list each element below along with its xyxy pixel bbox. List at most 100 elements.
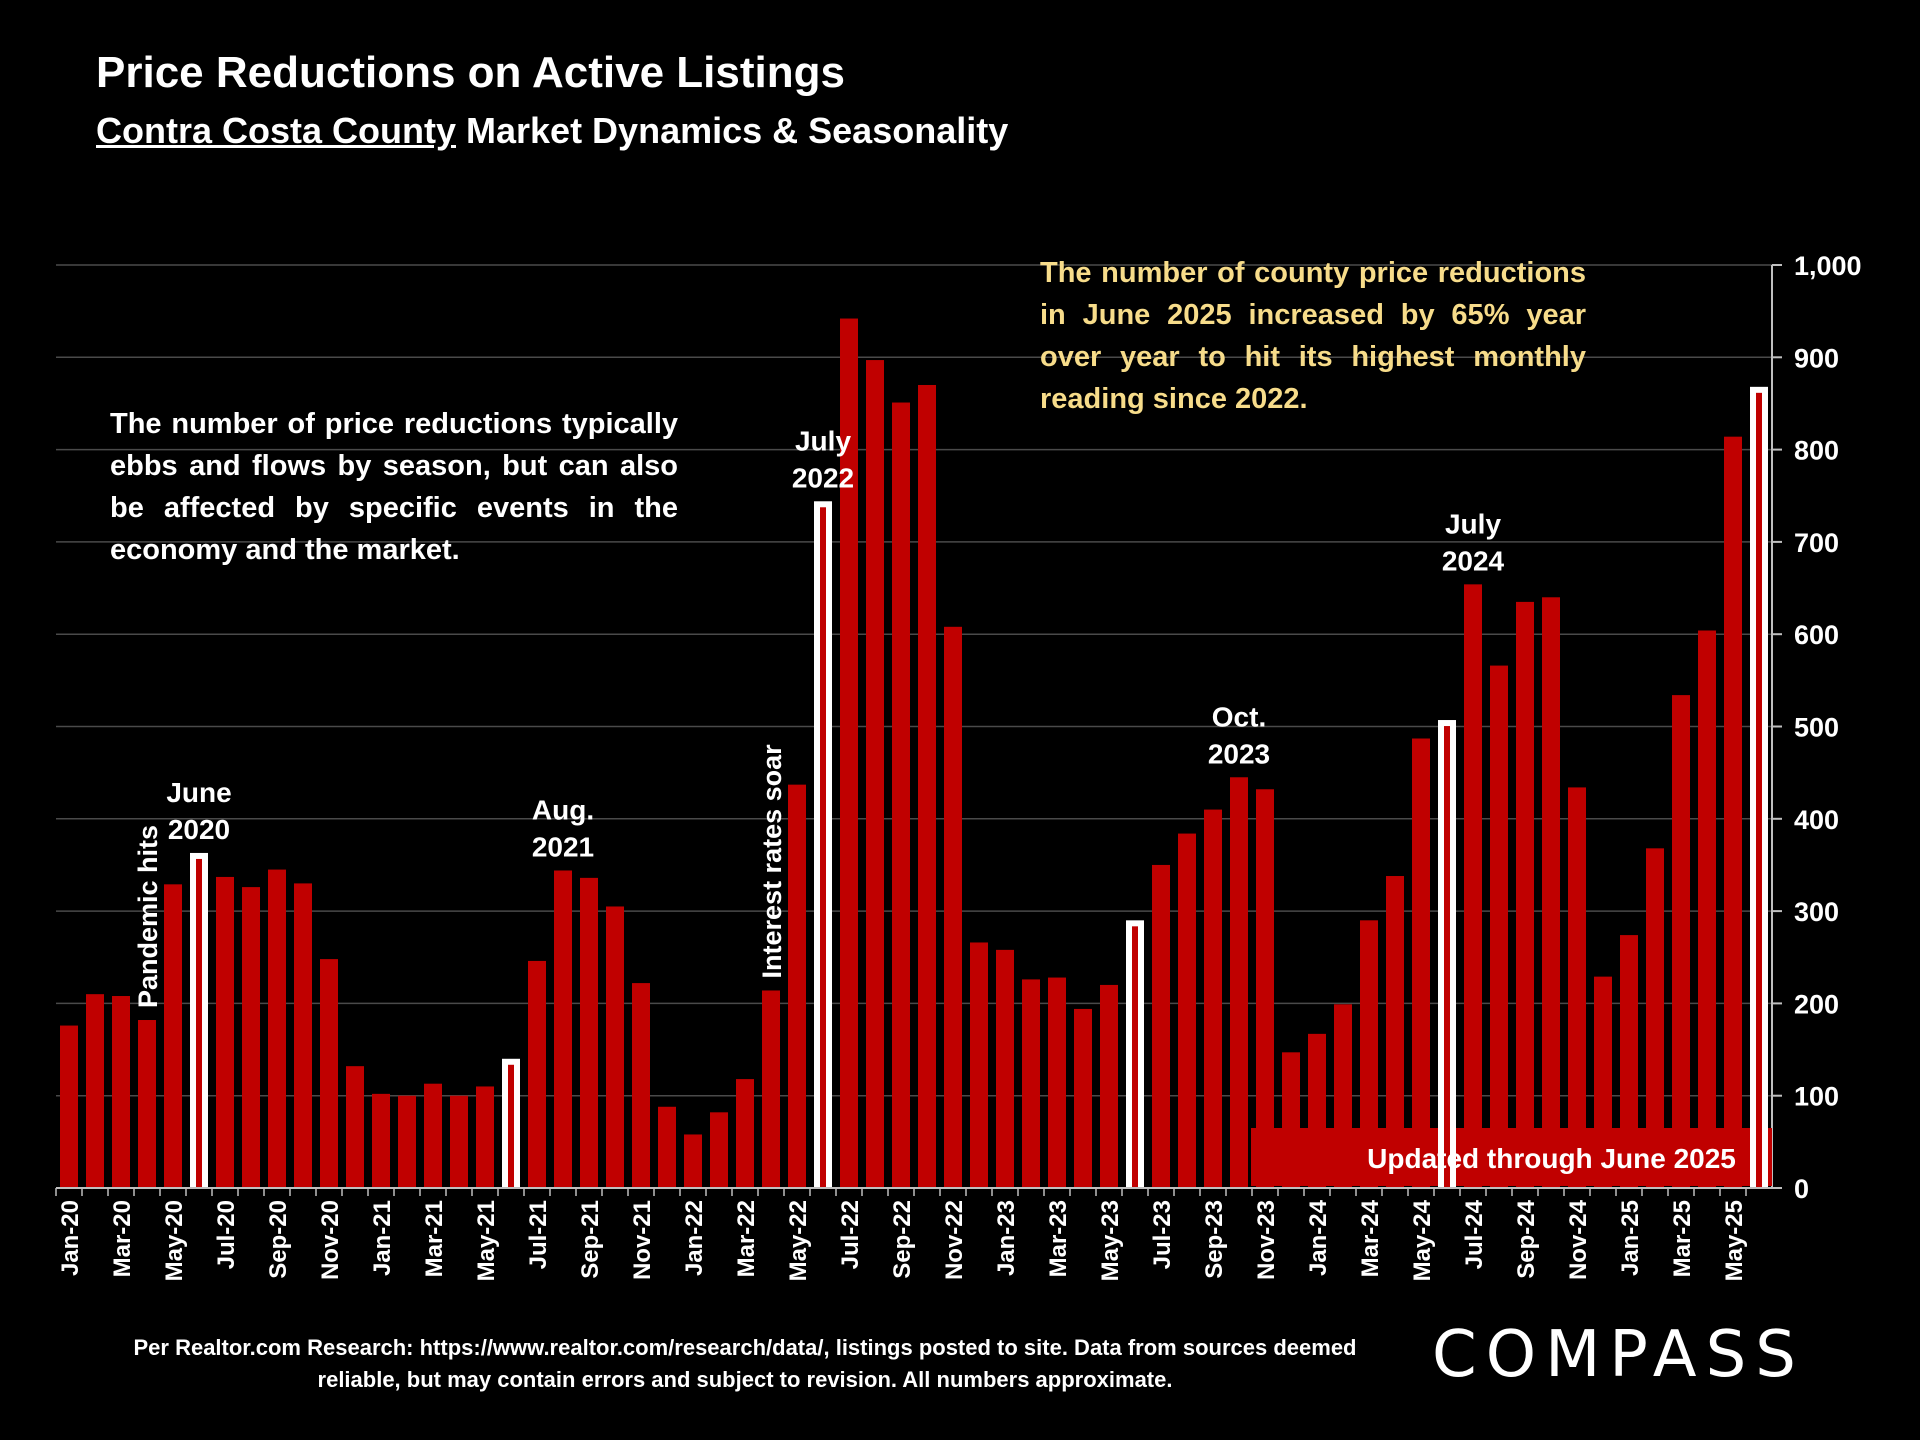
bar [1178,833,1196,1188]
highlight-bar-inner [820,507,826,1189]
update-banner-label: Updated through June 2025 [1367,1143,1736,1174]
period-annotation-line1: Oct. [1212,701,1266,732]
source-footnote: Per Realtor.com Research: https://www.re… [133,1335,1357,1392]
highlight-bar-inner [196,858,202,1188]
period-annotation-line2: 2021 [532,831,594,862]
bar [294,883,312,1188]
bar [138,1020,156,1188]
bar [1334,1004,1352,1188]
x-tick-label: Nov-21 [629,1200,656,1280]
y-tick-label: 200 [1794,989,1839,1019]
x-tick-label: Mar-21 [421,1200,448,1277]
x-tick-label: Jan-23 [993,1200,1020,1276]
bar [112,996,130,1188]
x-tick-label: Nov-23 [1253,1200,1280,1280]
chart-subtitle: Contra Costa County Market Dynamics & Se… [96,110,1008,152]
bar [528,960,546,1188]
bar [1230,777,1248,1188]
bar [1620,935,1638,1188]
bar [1516,601,1534,1188]
bar [164,884,182,1188]
subtitle-rest: Market Dynamics & Seasonality [456,110,1009,151]
period-annotation-line2: 2024 [1442,545,1505,576]
x-tick-label: Jan-20 [57,1200,84,1276]
highlight-bar-inner [508,1064,514,1188]
bar [86,994,104,1188]
x-tick-label: Sep-23 [1201,1200,1228,1279]
x-tick-label: Mar-25 [1669,1200,1696,1277]
bar [1048,977,1066,1188]
seasonality-note: The number of price reductions typically… [110,408,678,566]
period-annotation-line1: Aug. [532,794,594,825]
y-tick-label: 300 [1794,897,1839,927]
bar [1256,789,1274,1188]
bar [788,784,806,1188]
bar [268,869,286,1188]
bar [710,1112,728,1188]
bar [606,906,624,1188]
x-tick-label: Jan-24 [1305,1199,1332,1276]
bar [372,1093,390,1188]
y-tick-label: 700 [1794,528,1839,558]
x-tick-label: Jan-25 [1617,1200,1644,1276]
bar [320,959,338,1188]
x-tick-label: Nov-22 [941,1200,968,1280]
bar [1542,597,1560,1188]
bar [1490,665,1508,1188]
bar [866,360,884,1189]
bar [944,626,962,1188]
period-annotation-line2: 2020 [168,814,230,845]
bar [684,1134,702,1188]
bar [1464,584,1482,1188]
bar [424,1083,442,1188]
y-tick-label: 900 [1794,343,1839,373]
x-tick-label: May-20 [161,1200,188,1281]
y-tick-label: 800 [1794,436,1839,466]
x-tick-label: May-22 [785,1200,812,1281]
subtitle-county: Contra Costa County [96,110,456,151]
x-tick-label: Mar-22 [733,1200,760,1277]
x-tick-label: Jul-24 [1461,1199,1488,1269]
x-tick-label: Sep-22 [889,1200,916,1279]
x-tick-label: Jul-21 [525,1200,552,1269]
y-tick-label: 1,000 [1794,251,1862,281]
bar [554,870,572,1188]
y-tick-label: 100 [1794,1082,1839,1112]
bar [1282,1052,1300,1188]
x-tick-label: Nov-20 [317,1200,344,1280]
x-tick-label: May-23 [1097,1200,1124,1281]
bar [1594,976,1612,1188]
x-tick-label: Sep-20 [265,1200,292,1279]
x-tick-label: May-24 [1409,1199,1436,1281]
highlight-bar-inner [1756,392,1762,1188]
bar [1412,738,1430,1188]
bar [1672,695,1690,1188]
y-tick-label: 600 [1794,620,1839,650]
y-tick-label: 400 [1794,805,1839,835]
period-annotation-line1: June [166,777,231,808]
bar [840,318,858,1188]
bar [476,1086,494,1188]
highlight-bar-inner [1132,926,1138,1188]
bar [1204,809,1222,1188]
y-tick-label: 0 [1794,1174,1809,1204]
x-tick-label: Jan-22 [681,1200,708,1276]
x-tick-label: Sep-21 [577,1200,604,1279]
bar [1360,920,1378,1188]
highlight-note: The number of county price reductions in… [1040,257,1586,415]
bar [242,887,260,1188]
bar [970,942,988,1188]
x-tick-label: Mar-23 [1045,1200,1072,1277]
bar [1698,630,1716,1188]
bar [996,949,1014,1188]
x-tick-label: May-25 [1721,1200,1748,1281]
bar [658,1106,676,1188]
bar [762,990,780,1188]
x-tick-label: Jan-21 [369,1200,396,1276]
x-tick-label: Mar-24 [1357,1199,1384,1277]
compass-logo: COMPASS [1432,1318,1805,1392]
x-tick-label: Nov-24 [1565,1199,1592,1280]
chart-title: Price Reductions on Active Listings [96,48,845,97]
period-annotation-line1: July [1445,508,1501,539]
